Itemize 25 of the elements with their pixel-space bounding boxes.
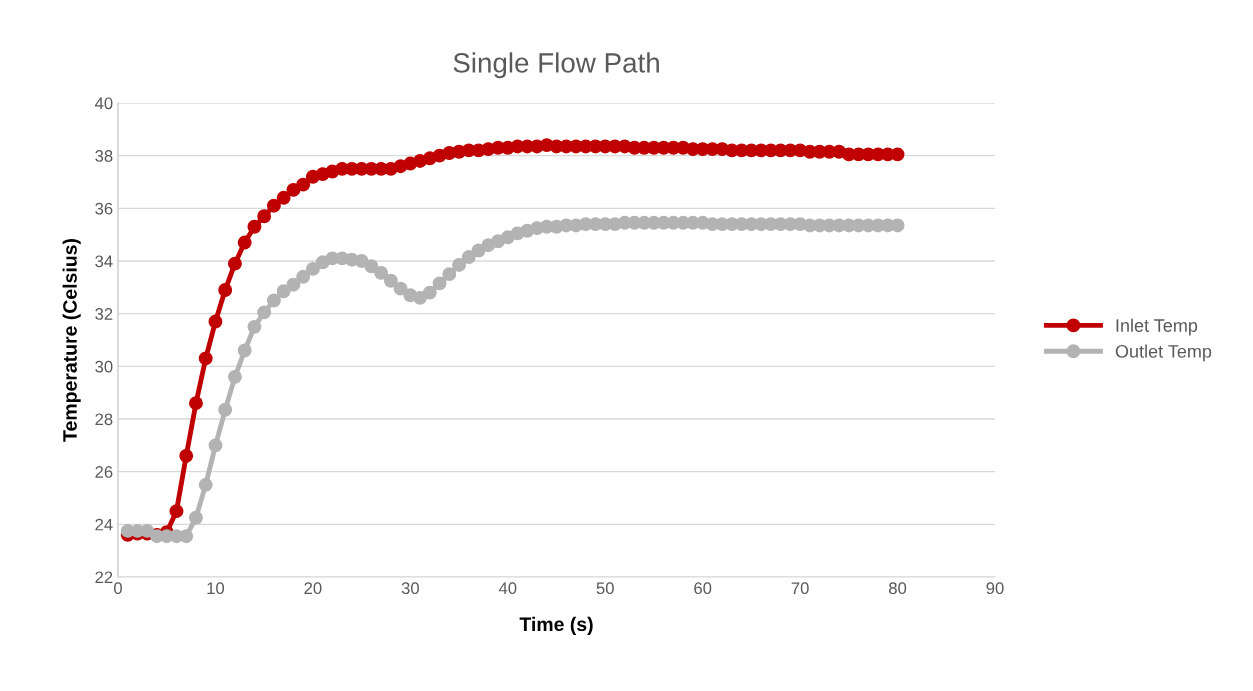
x-tick-label: 70 (791, 582, 809, 595)
y-tick-label: 32 (95, 308, 113, 320)
x-tick-label: 60 (694, 582, 712, 595)
y-tick-label: 30 (95, 360, 113, 373)
x-tick-label: 90 (986, 582, 1004, 595)
y-tick-label: 36 (95, 202, 113, 215)
y-tick-label: 26 (95, 466, 113, 478)
y-tick-label: 24 (95, 518, 113, 531)
x-tick-label: 80 (889, 582, 907, 595)
x-axis-title: Time (s) (519, 616, 593, 635)
x-tick-label: 50 (596, 582, 614, 595)
x-tick-label: 10 (207, 582, 225, 595)
y-tick-label: 28 (95, 413, 113, 426)
y-axis-title: Temperature (Celsius) (62, 239, 81, 442)
y-tick-label: 40 (94, 97, 113, 110)
x-tick-label: 30 (401, 582, 419, 595)
y-tick-label: 22 (95, 571, 113, 584)
x-tick-label: 40 (498, 582, 517, 595)
y-tick-label: 34 (95, 255, 113, 268)
legend-label: Inlet Temp (1116, 318, 1198, 336)
x-tick-label: 20 (304, 582, 322, 595)
legend-label: Outlet Temp (1115, 344, 1212, 362)
chart-title: Single Flow Path (453, 52, 659, 79)
y-tick-label: 38 (95, 150, 113, 162)
x-tick-label: 0 (114, 582, 122, 595)
